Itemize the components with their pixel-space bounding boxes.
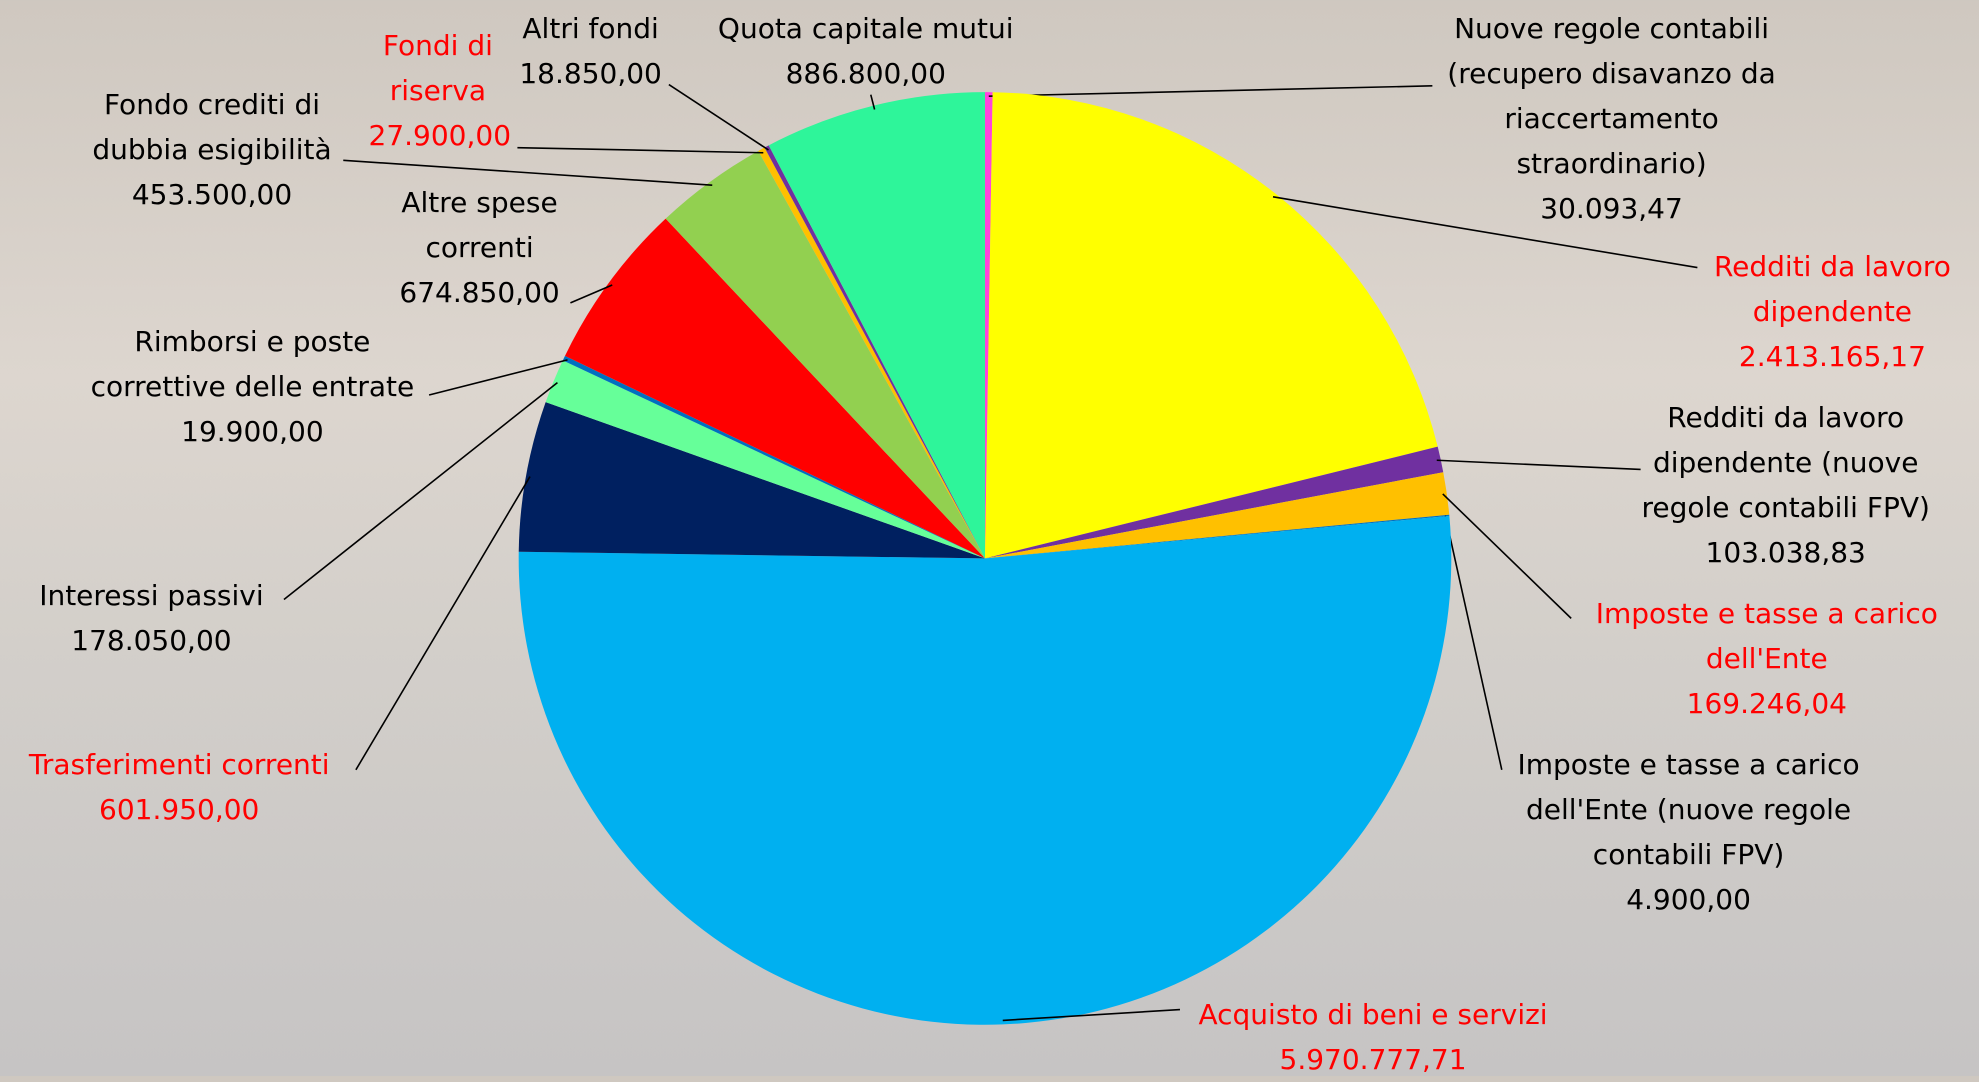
value-label: 4.900,00 [1499, 877, 1878, 922]
category-label: Fondi di riserva [369, 23, 508, 113]
value-label: 886.800,00 [695, 51, 1036, 96]
category-label: Rimborsi e poste correttive delle entrat… [69, 319, 435, 409]
page: {"chart_data": {"type": "pie", "categori… [0, 0, 1979, 1076]
category-label: Redditi da lavoro dipendente (nuove rego… [1622, 395, 1950, 530]
value-label: 674.850,00 [385, 270, 574, 315]
category-label: Imposte e tasse a carico dell'Ente [1578, 591, 1957, 681]
category-label: Altre spese correnti [385, 180, 574, 270]
value-label: 178.050,00 [13, 618, 291, 663]
value-label: 5.970.777,71 [1171, 1037, 1575, 1082]
chart: Nuove regole contabili (recupero disavan… [0, 0, 1979, 1076]
value-label: 2.413.165,17 [1694, 334, 1972, 379]
leader-line [356, 477, 530, 770]
value-label: 19.900,00 [69, 409, 435, 454]
category-label: Fondo crediti di dubbia esigibilità [73, 82, 351, 172]
slice-label: Imposte e tasse a carico dell'Ente (nuov… [1499, 742, 1878, 922]
category-label: Nuove regole contabili (recupero disavan… [1422, 6, 1801, 186]
category-label: Trasferimenti correnti [3, 742, 356, 787]
leader-line [1445, 516, 1501, 770]
slice-label: Nuove regole contabili (recupero disavan… [1422, 6, 1801, 231]
pie-slice [519, 516, 1452, 1025]
value-label: 453.500,00 [73, 172, 351, 217]
category-label: Quota capitale mutui [695, 6, 1036, 51]
leader-line [429, 360, 567, 395]
value-label: 27.900,00 [369, 113, 508, 158]
category-label: Acquisto di beni e servizi [1171, 992, 1575, 1037]
leader-line [1443, 494, 1571, 618]
leader-line [1437, 460, 1641, 469]
category-label: Altri fondi [509, 6, 673, 51]
category-label: Interessi passivi [13, 573, 291, 618]
leader-line [989, 86, 1433, 96]
value-label: 103.038,83 [1622, 530, 1950, 575]
value-label: 601.950,00 [3, 787, 356, 832]
value-label: 18.850,00 [509, 51, 673, 96]
leader-line [517, 148, 763, 153]
category-label: Imposte e tasse a carico dell'Ente (nuov… [1499, 742, 1878, 877]
value-label: 169.246,04 [1578, 681, 1957, 726]
slice-label: Redditi da lavoro dipendente (nuove rego… [1622, 395, 1950, 575]
slice-label: Rimborsi e poste correttive delle entrat… [69, 319, 435, 454]
value-label: 30.093,47 [1422, 186, 1801, 231]
category-label: Redditi da lavoro dipendente [1694, 244, 1972, 334]
